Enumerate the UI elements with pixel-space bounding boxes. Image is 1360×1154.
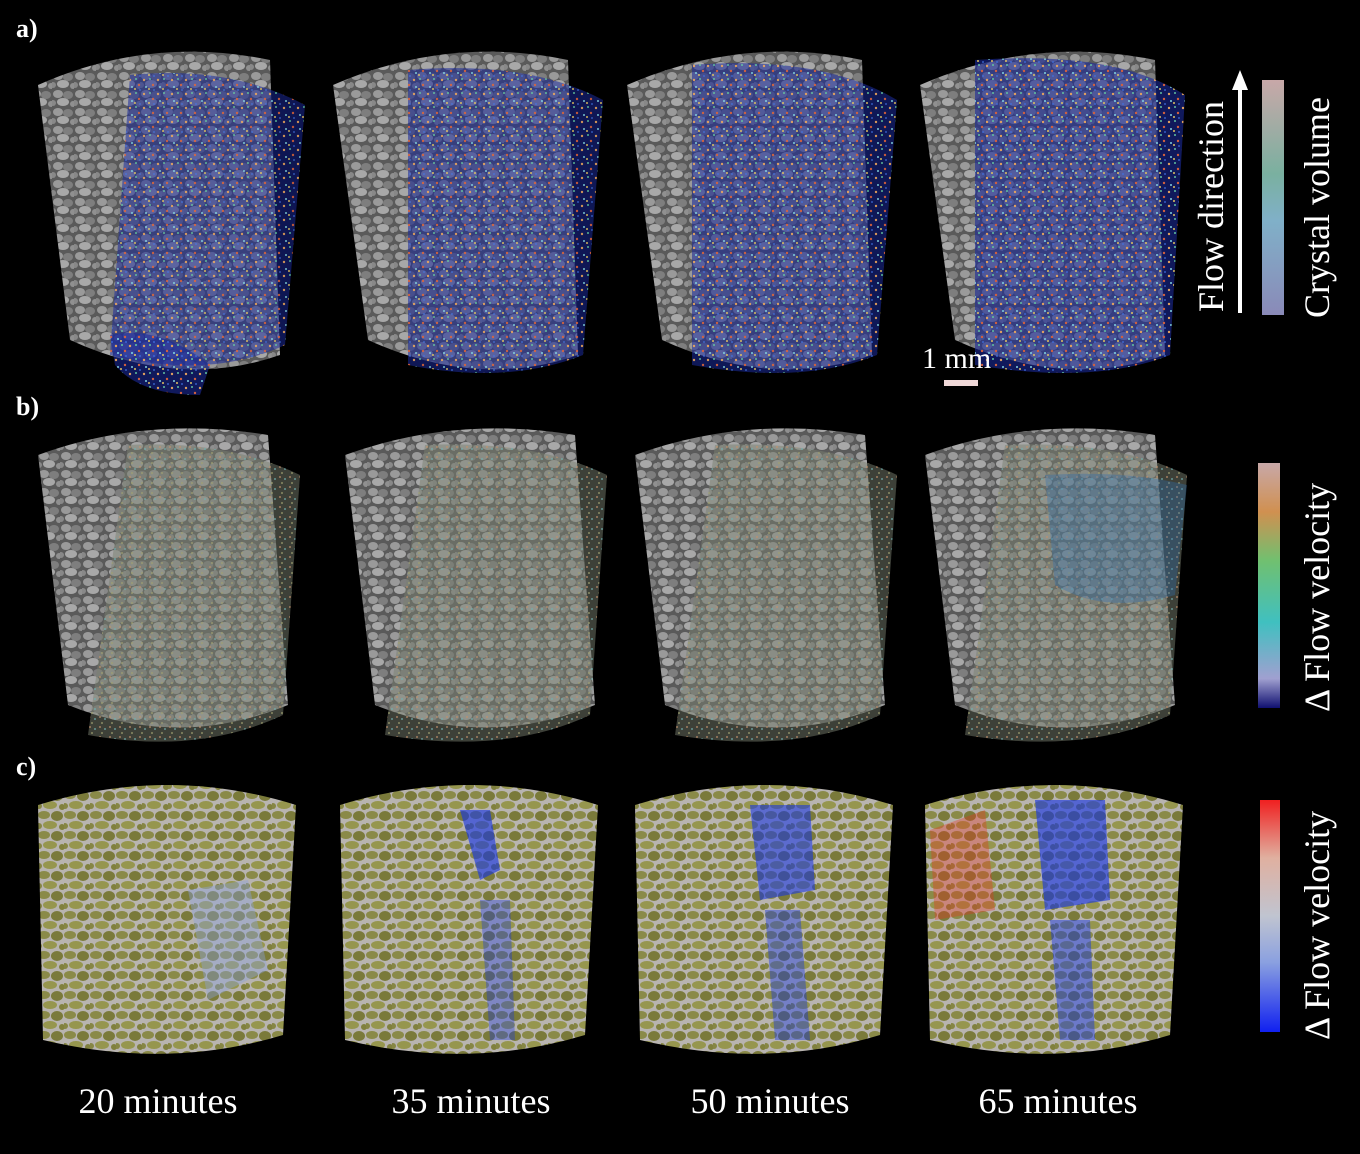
panel-label-a: a) — [16, 14, 38, 43]
crystal-render-20min — [38, 51, 305, 395]
time-label-35: 35 minutes — [391, 1081, 551, 1121]
crystal-render-50min — [627, 51, 897, 373]
time-label-20: 20 minutes — [78, 1081, 238, 1121]
flow-velocity-label-c: Δ Flow velocity — [1297, 810, 1337, 1040]
velocity-render-35min — [345, 428, 607, 742]
scale-bar-label: 1 mm — [922, 342, 992, 375]
section-render-35min — [340, 785, 598, 1054]
flow-velocity-label-b: Δ Flow velocity — [1297, 482, 1337, 712]
flow-direction-label: Flow direction — [1191, 101, 1231, 312]
velocity-render-50min — [635, 428, 897, 742]
velocity-render-20min — [38, 428, 300, 742]
crystal-volume-label: Crystal volume — [1297, 97, 1337, 318]
section-render-20min — [38, 785, 296, 1054]
crystal-render-65min — [920, 51, 1185, 373]
panel-label-c: c) — [16, 752, 37, 781]
scale-bar — [944, 380, 978, 386]
crystal-volume-colorbar — [1262, 80, 1284, 315]
crystal-render-35min — [333, 51, 603, 373]
section-render-50min — [635, 785, 893, 1054]
time-label-65: 65 minutes — [978, 1081, 1138, 1121]
panel-label-b: b) — [16, 392, 40, 421]
flow-velocity-colorbar-c — [1260, 800, 1280, 1032]
flow-direction-arrow-icon — [1232, 70, 1248, 313]
velocity-render-65min — [925, 428, 1187, 742]
section-render-65min — [925, 785, 1183, 1054]
flow-velocity-colorbar-b — [1258, 463, 1280, 708]
time-label-50: 50 minutes — [690, 1081, 850, 1121]
